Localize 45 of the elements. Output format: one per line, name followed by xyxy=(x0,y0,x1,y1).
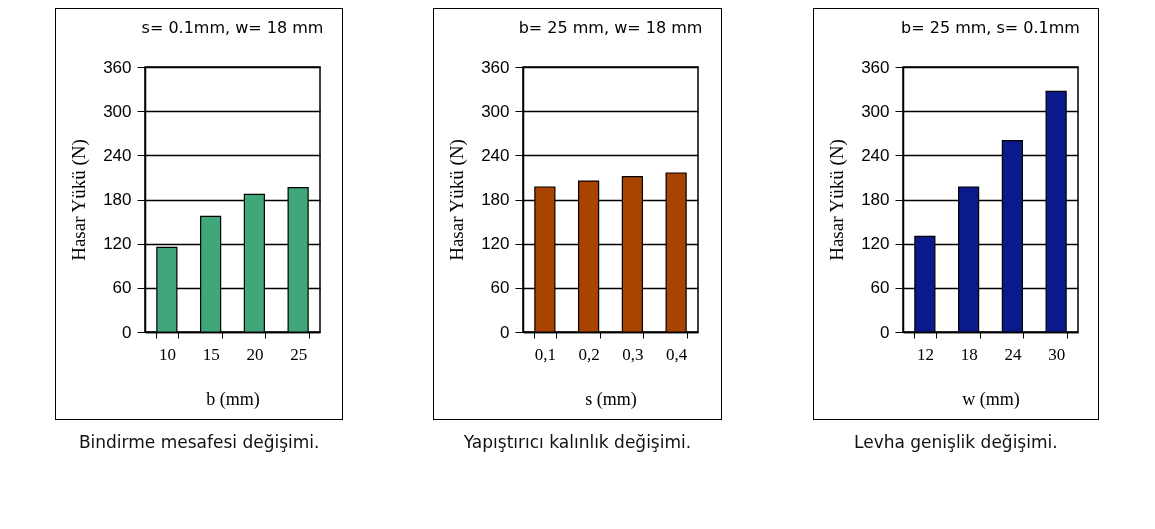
chart-title: s= 0.1mm, w= 18 mm xyxy=(141,18,324,37)
x-tick-label: 15 xyxy=(202,344,220,364)
y-tick-label: 300 xyxy=(860,101,890,121)
y-axis-title: Hasar Yükü (N) xyxy=(825,139,848,261)
y-tick-label: 120 xyxy=(103,234,132,254)
y-tick-label: 60 xyxy=(870,278,890,298)
text: Bindirme mesafesi değişimi. xyxy=(78,432,320,452)
y-tick-label: 240 xyxy=(860,145,890,165)
text: Yapıştırıcı kalınlık değişimi. xyxy=(463,432,692,452)
y-tick-label: 300 xyxy=(481,101,510,121)
x-tick-label: 20 xyxy=(246,344,264,364)
x-tick-label: 18 xyxy=(960,344,978,364)
x-tick-label: 24 xyxy=(1004,344,1022,364)
x-tick-label: 30 xyxy=(1047,344,1065,364)
y-tick-label: 0 xyxy=(879,322,890,342)
y-tick-label: 360 xyxy=(860,57,890,77)
x-tick-label: 0,4 xyxy=(665,344,688,364)
y-tick-label: 60 xyxy=(112,278,132,298)
chart-title: b= 25 mm, w= 18 mm xyxy=(518,18,703,37)
y-tick-label: 240 xyxy=(103,145,132,165)
y-tick-label: 0 xyxy=(500,322,510,342)
y-tick-label: 360 xyxy=(481,57,510,77)
y-tick-label: 240 xyxy=(481,145,510,165)
x-axis-title: s (mm) xyxy=(585,388,637,410)
y-tick-label: 180 xyxy=(860,190,890,209)
chart-title: b= 25 mm, s= 0.1mm xyxy=(900,18,1080,37)
y-tick-label: 120 xyxy=(860,234,890,254)
x-tick-label: 0,1 xyxy=(534,344,556,364)
y-axis-title: Hasar Yükü (N) xyxy=(446,139,469,261)
y-tick-label: 180 xyxy=(103,190,132,209)
y-axis-title: Hasar Yükü (N) xyxy=(68,139,91,261)
y-tick-label: 120 xyxy=(481,234,510,254)
x-axis-title: w (mm) xyxy=(962,388,1020,410)
y-tick-label: 60 xyxy=(490,278,510,298)
y-tick-label: 300 xyxy=(103,101,132,121)
x-tick-label: 12 xyxy=(916,344,934,364)
y-tick-label: 0 xyxy=(122,322,132,342)
text: Levha genişlik değişimi. xyxy=(854,432,1058,452)
x-tick-label: 0,2 xyxy=(578,344,600,364)
x-tick-label: 0,3 xyxy=(622,344,644,364)
x-tick-label: 25 xyxy=(290,344,308,364)
x-axis-title: b (mm) xyxy=(206,388,260,410)
x-tick-label: 10 xyxy=(159,344,177,364)
y-tick-label: 180 xyxy=(481,190,510,209)
y-tick-label: 360 xyxy=(103,57,132,77)
